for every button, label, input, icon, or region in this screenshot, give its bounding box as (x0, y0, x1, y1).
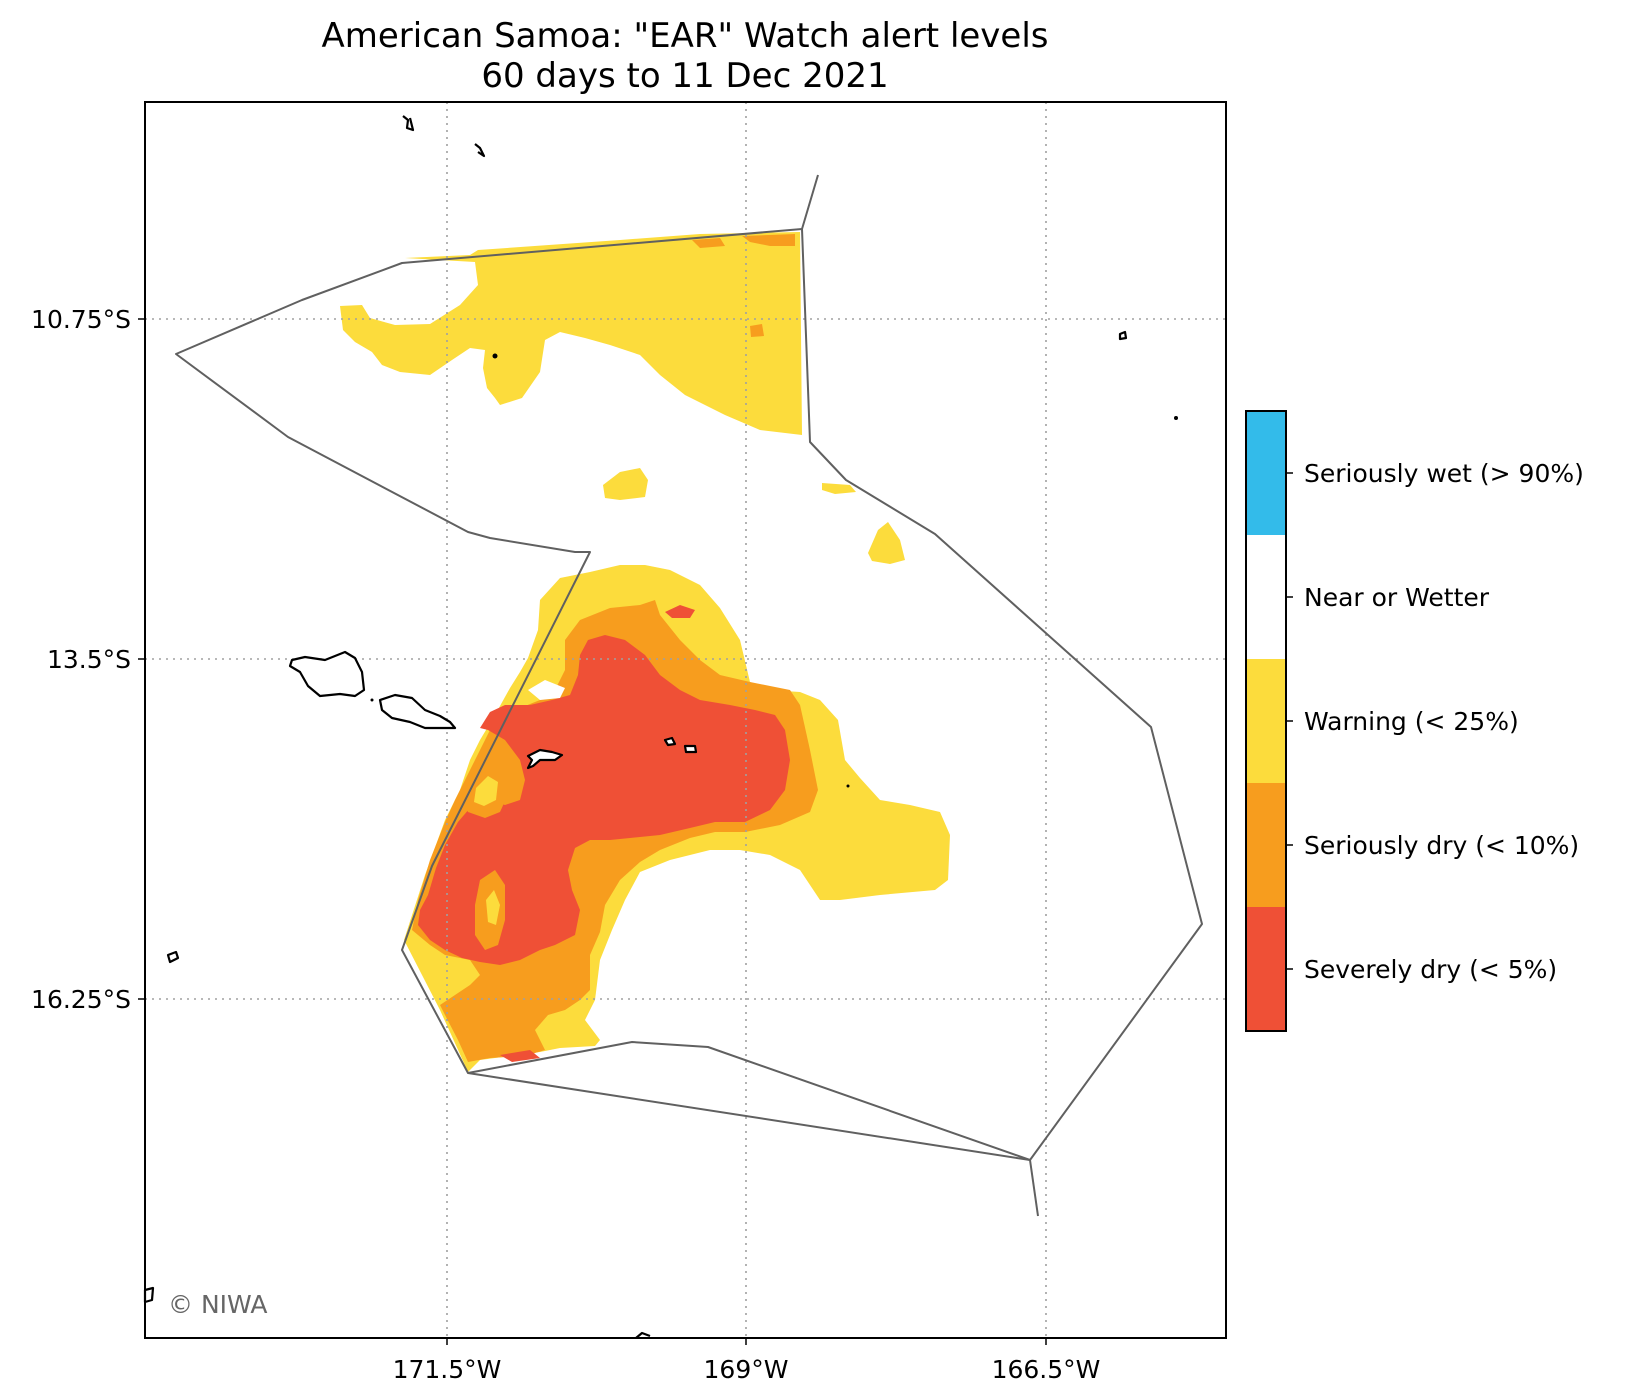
island-dot-1 (370, 698, 374, 702)
seriously-dry-region-north-1 (692, 238, 725, 248)
eez-boundary-south-edge (467, 1041, 1031, 1161)
y-tick-label-3: 16.25°S (31, 985, 131, 1014)
y-tick-label-1: 10.75°S (31, 305, 131, 334)
warning-region-blob-2 (822, 483, 856, 494)
warning-region-blob-3 (868, 522, 905, 564)
legend-label-severely-dry: Severely dry (< 5%) (1304, 955, 1557, 984)
white-patch-north-notch (528, 680, 565, 700)
map-frame (144, 101, 1227, 1339)
legend-swatch-severely-dry (1246, 907, 1286, 1031)
y-tick-label-2: 13.5°S (47, 645, 131, 674)
island-north-2 (474, 143, 486, 158)
warning-region-blob-1 (603, 468, 648, 500)
warning-region-north (340, 232, 802, 435)
legend-swatch-near-or-wetter (1246, 535, 1286, 659)
legend-label-near-or-wetter: Near or Wetter (1304, 583, 1490, 612)
legend-swatch-warning (1246, 659, 1286, 783)
legend-label-seriously-wet: Seriously wet (> 90%) (1304, 459, 1584, 488)
eez-boundary-south-spur (1029, 1159, 1039, 1217)
islands (143, 115, 1178, 1339)
map-title-line1: American Samoa: "EAR" Watch alert levels (321, 16, 1048, 56)
x-tick-label-3: 166.5°W (992, 1355, 1101, 1384)
island-bottom (635, 1331, 651, 1339)
legend-label-warning: Warning (< 25%) (1304, 707, 1519, 736)
eez-boundary-north-spur (801, 174, 819, 230)
island-sw-corner (143, 1286, 155, 1304)
severely-dry-region-ne-spot (665, 605, 695, 618)
seriously-dry-region-north-2 (742, 234, 795, 246)
inner-level-patches (462, 680, 565, 950)
legend-swatch-seriously-dry (1246, 783, 1286, 907)
x-tick-label-1: 171.5°W (393, 1355, 502, 1384)
island-dot-2 (846, 784, 850, 788)
x-tick-label-2: 169°W (704, 1355, 789, 1384)
island-center-dot (492, 353, 498, 359)
eez-boundary (175, 228, 1203, 1161)
legend-colorbar: Seriously wet (> 90%) Near or Wetter War… (1245, 410, 1584, 1032)
island-savaii-east (378, 693, 457, 730)
map-title-line2: 60 days to 11 Dec 2021 (481, 56, 888, 96)
island-west (166, 950, 180, 964)
severely-dry-region-main (418, 635, 790, 965)
island-east-1 (1118, 330, 1128, 341)
legend-label-seriously-dry: Seriously dry (< 10%) (1304, 831, 1579, 860)
seriously-dry-region-north-3 (750, 324, 764, 337)
island-north-1 (402, 115, 415, 132)
severely-dry-regions (418, 605, 790, 1062)
axis-ticks (138, 318, 1047, 1345)
island-manua-1 (663, 736, 677, 747)
island-east-2 (1174, 416, 1178, 420)
island-manua-2 (683, 744, 698, 754)
warning-patch-west-inner (474, 776, 498, 806)
legend-swatch-seriously-wet (1246, 411, 1286, 535)
severely-dry-region-south-spot (500, 1050, 540, 1062)
island-upolu (288, 650, 366, 698)
island-tutuila (526, 748, 564, 770)
niwa-credit: © NIWA (168, 1290, 267, 1319)
warning-patch-west-2 (486, 890, 500, 925)
